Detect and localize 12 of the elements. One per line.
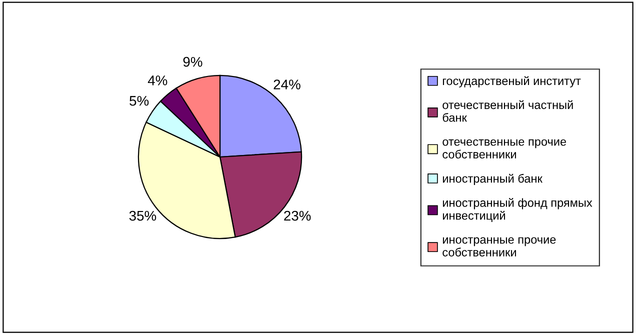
legend-label: государственый институт xyxy=(442,76,581,88)
legend-label: иностранные прочие собственники xyxy=(442,237,556,256)
data-label: 4% xyxy=(148,76,168,86)
data-label: 24% xyxy=(274,80,300,90)
data-label: 9% xyxy=(183,56,202,67)
data-label: 35% xyxy=(129,210,156,221)
legend-label: иностранный фонд прямых инвестиций xyxy=(442,198,592,222)
legend-label: отечественные прочие собственники xyxy=(442,139,566,159)
legend-label: иностранный банк xyxy=(442,174,542,186)
legend-label: отечественный частный банк xyxy=(442,100,573,122)
data-label: 5% xyxy=(130,96,149,106)
data-label: 23% xyxy=(284,210,311,221)
